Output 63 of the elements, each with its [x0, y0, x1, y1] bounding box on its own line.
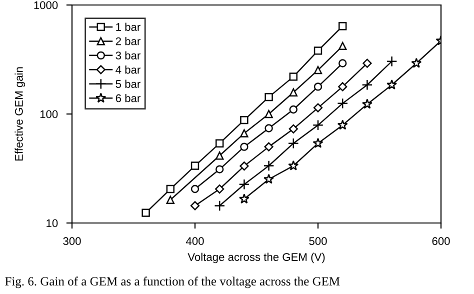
point — [386, 79, 398, 90]
point — [264, 92, 273, 102]
point — [190, 162, 200, 170]
point — [411, 58, 422, 68]
y-axis-title: Effective GEM gain — [14, 67, 26, 161]
y-tick-label: 10 — [46, 219, 58, 228]
point — [240, 142, 248, 151]
point — [338, 42, 347, 50]
point — [314, 66, 322, 74]
point — [214, 200, 226, 212]
point — [338, 59, 347, 68]
point — [166, 184, 174, 194]
x-axis-title: Voltage across the GEM (V) — [188, 252, 325, 264]
point — [312, 120, 324, 131]
point — [216, 139, 224, 148]
point — [190, 201, 200, 210]
point — [362, 79, 373, 90]
point — [215, 184, 224, 194]
legend-label: 1 bar — [116, 22, 140, 31]
point — [337, 120, 348, 130]
point — [288, 124, 298, 134]
legend-label: 4 bar — [116, 66, 140, 74]
point — [263, 160, 274, 172]
point — [362, 98, 372, 109]
y-tick-label: 100 — [40, 110, 58, 118]
point — [264, 110, 273, 118]
point — [264, 174, 274, 184]
point — [216, 152, 224, 160]
legend-label: 6 bar — [116, 94, 140, 102]
point — [338, 22, 347, 30]
point — [240, 129, 248, 138]
point — [288, 138, 299, 149]
point — [312, 138, 324, 148]
point — [314, 82, 322, 91]
point — [314, 46, 322, 55]
x-tick-label: 600 — [432, 237, 450, 246]
point — [238, 194, 250, 204]
point — [288, 160, 299, 170]
point — [238, 178, 250, 190]
point — [337, 98, 348, 109]
point — [264, 142, 274, 152]
x-tick-label: 300 — [63, 237, 81, 246]
point — [142, 208, 150, 217]
point — [240, 116, 248, 124]
point — [386, 56, 398, 67]
x-tick-label: 500 — [309, 237, 327, 246]
x-tick-label: 400 — [186, 237, 204, 246]
point — [313, 103, 323, 112]
point — [289, 88, 298, 96]
legend-label: 2 bar — [116, 37, 140, 46]
y-tick-label: 1000 — [34, 1, 58, 10]
point — [338, 82, 348, 92]
point — [216, 165, 224, 174]
point — [240, 162, 249, 171]
point — [190, 184, 200, 194]
point — [264, 124, 273, 132]
legend-label: 5 bar — [116, 80, 140, 88]
point — [166, 196, 174, 204]
legend-label: 3 bar — [116, 51, 140, 60]
point — [289, 72, 298, 81]
point — [362, 58, 372, 68]
caption: Fig. 6. Gain of a GEM as a function of the voltage across the GEM — [5, 276, 340, 288]
point — [289, 105, 298, 114]
